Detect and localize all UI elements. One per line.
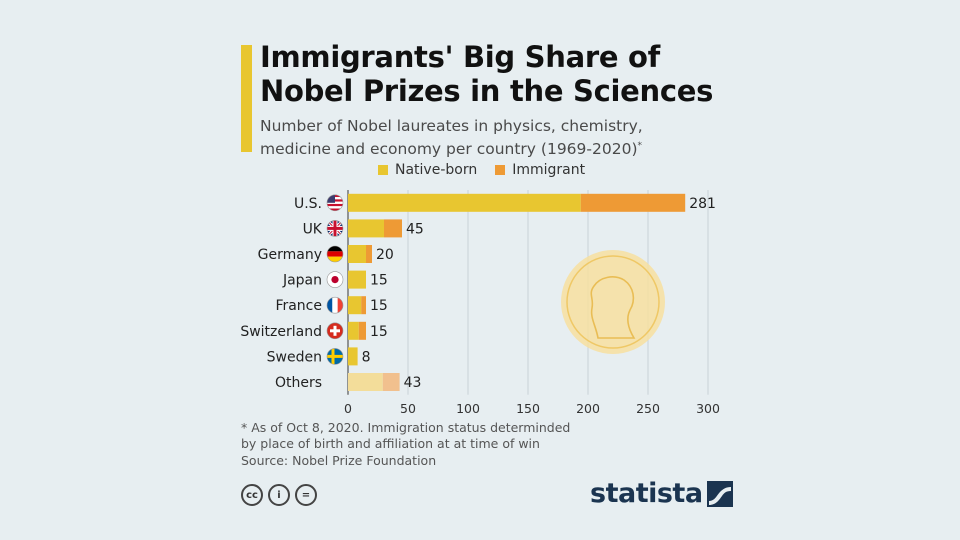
bar-value-label: 8 [362, 349, 371, 365]
bar-immigrant [361, 296, 366, 315]
bar-immigrant [580, 193, 686, 212]
germany-flag-icon [326, 245, 344, 263]
bar-immigrant [382, 373, 400, 391]
bar-immigrant [384, 219, 402, 238]
bar-value-label: 281 [689, 196, 716, 212]
bar-immigrant [366, 245, 372, 263]
bar-value-label: 15 [370, 273, 388, 289]
legend-item-immigrant: Immigrant [495, 162, 585, 178]
bar-native [348, 373, 383, 391]
cc-icon: cc [241, 484, 263, 506]
bar-immigrant [358, 321, 366, 340]
statista-logo: statista [590, 478, 733, 509]
legend-label-immigrant: Immigrant [512, 162, 586, 178]
brand-name: statista [590, 478, 703, 509]
japan-flag-icon [326, 271, 344, 288]
y-category-label: UK [303, 221, 323, 237]
x-tick-label: 50 [400, 401, 416, 416]
x-tick-label: 200 [576, 401, 600, 416]
sweden-flag-icon [326, 348, 344, 365]
statista-mark-icon [706, 480, 733, 507]
legend-swatch-immigrant [495, 165, 506, 175]
x-tick-label: 100 [456, 401, 480, 416]
legend-label-native: Native-born [395, 162, 478, 178]
y-category-label: Switzerland [240, 324, 322, 340]
subtitle-text: Number of Nobel laureates in physics, ch… [260, 117, 643, 159]
bar-native [348, 296, 362, 315]
accent-bar [241, 45, 252, 152]
chart-title: Immigrants' Big Share of Nobel Prizes in… [260, 40, 714, 108]
france-flag-icon [326, 296, 344, 314]
bar-value-label: 15 [370, 324, 388, 340]
x-tick-label: 0 [344, 401, 352, 416]
bar-value-label: 20 [376, 247, 394, 263]
y-category-label: Japan [282, 273, 322, 289]
bar-native [348, 245, 366, 263]
bar-native [348, 193, 581, 212]
license-icons: cc i = [241, 484, 322, 506]
source-note: Source: Nobel Prize Foundation [241, 453, 437, 468]
nd-icon: = [295, 484, 317, 506]
y-category-label: Sweden [267, 349, 322, 365]
bar-chart: 281 45 20 15 15 15 8 43 U.S. UK Germany Japan Franc… [240, 190, 720, 416]
legend-swatch-native [378, 165, 388, 175]
bar-value-label: 43 [404, 375, 422, 391]
bar-native [348, 321, 359, 340]
bar-native [348, 347, 358, 366]
bar-value-label: 45 [406, 221, 424, 237]
nobel-medal-icon [561, 250, 665, 354]
us-flag-icon [326, 194, 344, 212]
subtitle-footnote-mark: * [637, 141, 643, 151]
chart-subtitle: Number of Nobel laureates in physics, ch… [260, 116, 700, 159]
legend-item-native: Native-born [378, 162, 477, 178]
y-category-label: U.S. [294, 196, 322, 212]
legend: Native-born Immigrant [378, 162, 603, 178]
y-category-label: Germany [258, 247, 322, 263]
bar-native [348, 270, 366, 289]
x-tick-label: 250 [636, 401, 660, 416]
bar-native [348, 219, 384, 238]
bar-value-label: 15 [370, 298, 388, 314]
footnote: * As of Oct 8, 2020. Immigration status … [241, 420, 571, 451]
x-tick-label: 150 [516, 401, 540, 416]
by-icon: i [268, 484, 290, 506]
x-tick-label: 300 [696, 401, 720, 416]
y-category-label: Others [275, 375, 322, 391]
uk-flag-icon [326, 220, 344, 237]
switzerland-flag-icon [326, 322, 344, 340]
y-category-label: France [275, 298, 322, 314]
